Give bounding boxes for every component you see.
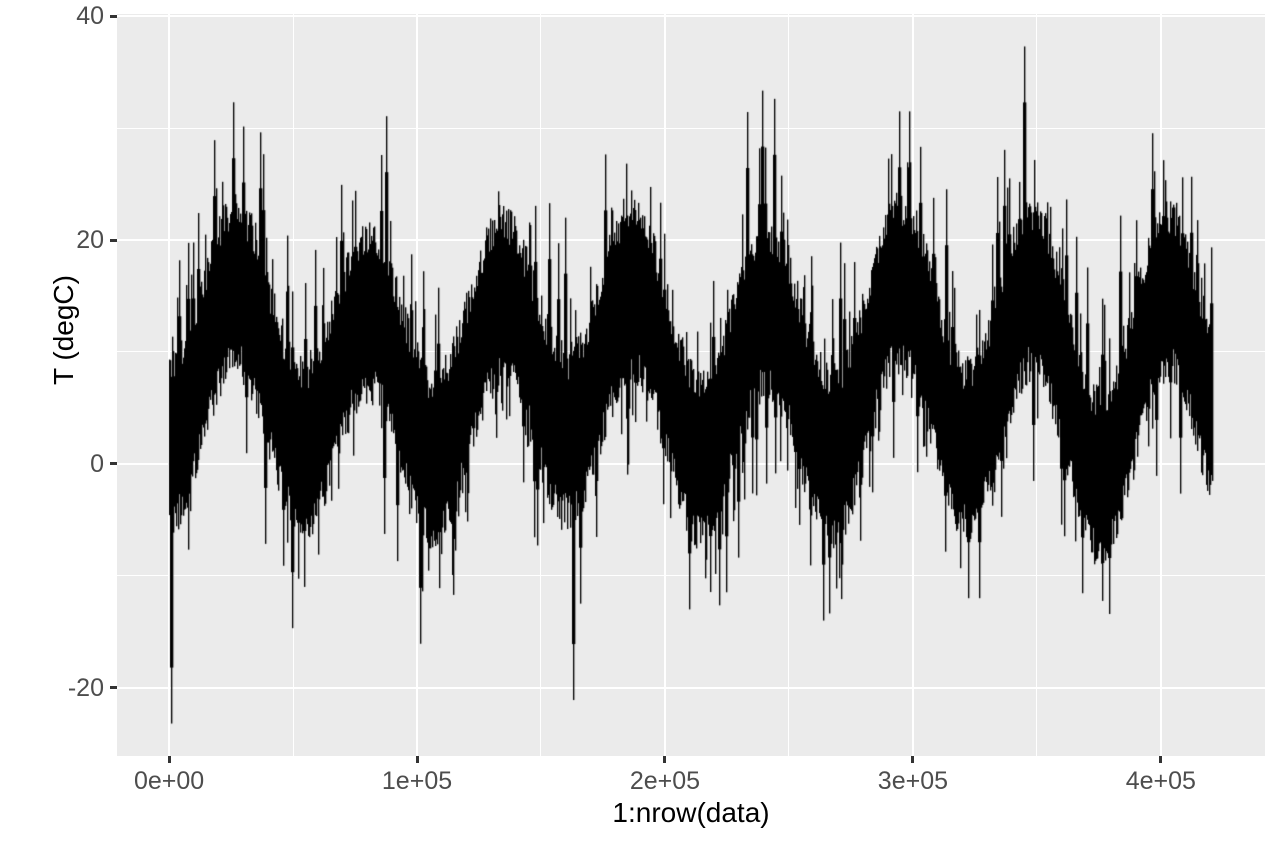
- x-tick-label: 3e+05: [877, 767, 949, 795]
- y-tick-label: 40: [76, 2, 104, 31]
- x-tick-mark: [663, 756, 667, 763]
- x-tick-label: 0e+00: [133, 767, 205, 795]
- y-tick-label: -20: [67, 673, 104, 702]
- x-tick-mark: [1159, 756, 1163, 763]
- x-axis-title: 1:nrow(data): [612, 797, 770, 828]
- x-tick-mark: [415, 756, 419, 763]
- y-tick-mark: [110, 238, 117, 242]
- x-tick-mark: [167, 756, 171, 763]
- x-tick-mark: [911, 756, 915, 763]
- x-tick-label: 1e+05: [381, 767, 453, 795]
- x-tick-label: 4e+05: [1125, 767, 1196, 795]
- temperature-series-canvas: [117, 14, 1265, 756]
- x-tick-label: 2e+05: [629, 767, 701, 795]
- y-tick-mark: [110, 686, 117, 690]
- y-tick-mark: [110, 14, 117, 18]
- y-tick-mark: [110, 462, 117, 466]
- y-tick-label: 20: [76, 226, 104, 255]
- plot-panel: [117, 14, 1265, 756]
- y-tick-label: 0: [90, 449, 104, 478]
